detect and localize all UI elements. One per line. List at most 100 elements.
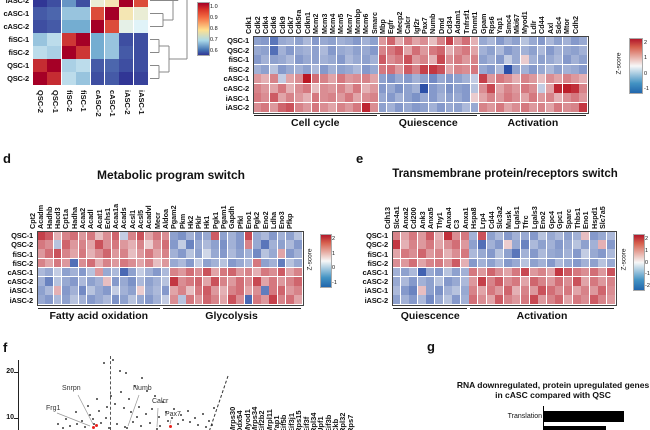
volcano-point bbox=[105, 417, 107, 419]
heatmap-cell bbox=[336, 74, 345, 84]
gene-label: Calcr bbox=[403, 16, 413, 34]
gene-label: Slc3a2 bbox=[495, 206, 505, 229]
heatmap-cell bbox=[495, 258, 504, 268]
heatmap-cell bbox=[395, 36, 404, 46]
heatmap-cell bbox=[328, 45, 337, 55]
heatmap-cell bbox=[589, 286, 598, 295]
heatmap-cell bbox=[294, 249, 303, 259]
row-label: iASC-2 bbox=[225, 103, 250, 113]
row-label: fiSC-1 bbox=[367, 249, 389, 259]
heatmap-cell bbox=[521, 267, 530, 277]
volcano-y-tick-mark bbox=[14, 418, 18, 419]
heatmap-cell bbox=[269, 64, 278, 74]
heatmap-cell bbox=[95, 231, 103, 240]
heatmap-cell bbox=[33, 7, 47, 20]
volcano-point bbox=[69, 425, 71, 427]
heatmap-cell bbox=[153, 240, 161, 249]
heatmap-cell bbox=[581, 286, 590, 295]
heatmap-cell bbox=[236, 267, 244, 277]
heatmap-cell bbox=[537, 93, 546, 103]
heatmap-cell bbox=[211, 249, 220, 259]
heatmap-cell bbox=[412, 83, 420, 93]
heatmap-cell bbox=[486, 295, 495, 305]
heatmap-cell bbox=[186, 240, 195, 249]
volcano-point bbox=[197, 424, 199, 426]
heatmap-cell bbox=[478, 258, 487, 268]
heatmap-cell bbox=[504, 55, 512, 65]
bar-rect bbox=[544, 411, 624, 422]
heatmap-cell bbox=[572, 258, 581, 268]
heatmap-cell bbox=[95, 295, 103, 305]
heatmap-cell bbox=[277, 267, 286, 277]
heatmap-cell bbox=[537, 83, 546, 93]
heatmap-cell bbox=[319, 93, 328, 103]
heatmap-cell bbox=[153, 267, 161, 277]
heatmap-cell bbox=[294, 277, 303, 286]
heatmap-cell bbox=[161, 231, 170, 240]
heatmap-cell bbox=[443, 249, 452, 259]
heatmap-cell bbox=[61, 240, 70, 249]
bar-label: Translation bbox=[507, 413, 542, 420]
heatmap-cell bbox=[589, 277, 598, 286]
heatmap-cell bbox=[211, 240, 220, 249]
heatmap-cell bbox=[136, 295, 145, 305]
heatmap-cell bbox=[294, 45, 303, 55]
heatmap-cell bbox=[61, 286, 70, 295]
heatmap-cell bbox=[545, 102, 554, 112]
heatmap-cell bbox=[607, 267, 616, 277]
heatmap-cell bbox=[529, 55, 538, 65]
heatmap-cell bbox=[103, 286, 112, 295]
heatmap-cell bbox=[244, 249, 253, 259]
heatmap-cell bbox=[487, 102, 496, 112]
heatmap-cell bbox=[462, 83, 471, 93]
heatmap-cell bbox=[538, 295, 547, 305]
heatmap-cell bbox=[555, 267, 564, 277]
heatmap-cell bbox=[61, 46, 76, 59]
heatmap-cell bbox=[462, 93, 471, 103]
heatmap-cell bbox=[252, 258, 261, 268]
heatmap-cell bbox=[128, 249, 137, 259]
heatmap-cell bbox=[78, 267, 87, 277]
heatmap-cell bbox=[345, 83, 353, 93]
volcano-point bbox=[87, 405, 89, 407]
heatmap-cell bbox=[294, 258, 303, 268]
volcano-point bbox=[92, 418, 94, 420]
panel-letter-d: d bbox=[3, 151, 11, 166]
volcano-y-tick-label: 10 bbox=[6, 414, 14, 421]
heatmap-cell bbox=[278, 74, 286, 84]
heatmap-cell bbox=[370, 45, 379, 55]
heatmap-cell bbox=[119, 0, 134, 7]
heatmap-cell bbox=[86, 240, 95, 249]
gene-label: Eno2 bbox=[538, 211, 548, 229]
heatmap-cell bbox=[261, 286, 269, 295]
heatmap-cell bbox=[581, 240, 590, 249]
heatmap-cell bbox=[409, 267, 418, 277]
heatmap-cell bbox=[426, 258, 435, 268]
heatmap-cell bbox=[144, 258, 153, 268]
colorbar-tick: 2 bbox=[332, 236, 336, 242]
heatmap-cell bbox=[545, 93, 554, 103]
zscore-colorbar-lineage bbox=[629, 38, 643, 94]
heatmap-cell bbox=[76, 46, 91, 59]
heatmap-cell bbox=[486, 231, 495, 240]
heatmap-cell bbox=[460, 231, 469, 240]
heatmap-cell bbox=[328, 93, 337, 103]
heatmap-cell bbox=[386, 55, 395, 65]
heatmap-cell bbox=[153, 231, 161, 240]
volcano-point bbox=[171, 417, 173, 419]
colorbar-tick: -1 bbox=[332, 280, 337, 286]
heatmap-cell bbox=[470, 64, 479, 74]
heatmap-cell bbox=[261, 102, 270, 112]
heatmap-cell bbox=[328, 36, 337, 46]
heatmap-cell bbox=[70, 277, 78, 286]
heatmap-cell bbox=[392, 267, 401, 277]
heatmap-cell bbox=[120, 295, 128, 305]
heatmap-cell bbox=[261, 277, 269, 286]
colorbar-tick: 0.6 bbox=[210, 48, 218, 54]
heatmap-cell bbox=[520, 102, 529, 112]
colorbar-tick: 0 bbox=[644, 70, 648, 77]
heatmap-cell bbox=[504, 102, 512, 112]
heatmap-cell bbox=[61, 59, 76, 72]
heatmap-cell bbox=[47, 59, 62, 72]
heatmap-cell bbox=[538, 258, 547, 268]
